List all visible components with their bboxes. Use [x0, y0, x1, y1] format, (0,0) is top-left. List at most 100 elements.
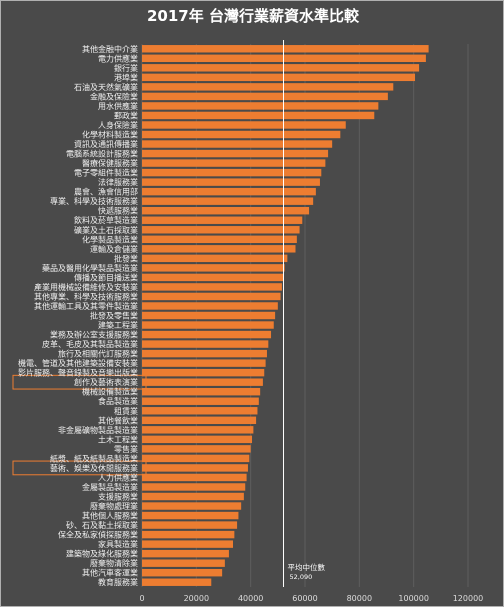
- bar: [142, 83, 394, 91]
- category-label: 其他餐飲業: [98, 415, 138, 425]
- bar: [142, 340, 269, 348]
- bar: [142, 483, 246, 491]
- category-label: 石油及天然氣礦業: [74, 82, 138, 92]
- category-labels: 其他金融中介業電力供應業銀行業港埠業石油及天然氣礦業金融及保險業用水供應業郵政業…: [18, 44, 138, 587]
- bar: [142, 121, 346, 129]
- bar: [142, 426, 254, 434]
- bar: [142, 445, 251, 453]
- category-label: 創作及藝術表演業: [74, 377, 138, 387]
- category-label: 產業用機械設備維修及安裝業: [34, 282, 138, 292]
- category-label: 食品製造業: [98, 396, 138, 406]
- bar: [142, 302, 278, 310]
- highlight-boxes: [12, 374, 147, 476]
- bar: [142, 283, 282, 291]
- bar: [142, 321, 274, 329]
- bar: [142, 397, 259, 405]
- category-label: 金屬製品製造業: [82, 482, 138, 492]
- bar: [142, 92, 388, 101]
- category-label: 法律服務業: [98, 177, 138, 187]
- bar: [142, 559, 225, 567]
- median-value: 52,090: [290, 573, 313, 581]
- x-tick-label: 20000: [184, 594, 209, 603]
- category-label: 傳播及節目播送業: [74, 272, 138, 282]
- category-label: 皮革、毛皮及其製品製造業: [42, 339, 138, 349]
- bar: [142, 245, 296, 253]
- bar: [142, 45, 429, 53]
- category-label: 批發及零售業: [90, 311, 138, 321]
- category-label: 醫療保健服務業: [82, 158, 138, 168]
- bar: [142, 511, 239, 520]
- category-label: 港埠業: [114, 72, 138, 82]
- category-label: 人力供應業: [98, 472, 138, 482]
- bar: [142, 349, 267, 358]
- bar: [142, 359, 266, 367]
- category-label: 資訊及通訊傳播業: [74, 139, 138, 149]
- bar: [142, 273, 284, 282]
- x-tick-label: 0: [139, 594, 144, 603]
- x-tick-label: 80000: [347, 594, 372, 603]
- category-label: 保全及私家偵探服務業: [58, 530, 138, 540]
- category-label: 教育服務業: [98, 577, 138, 587]
- category-label: 金融及保險業: [90, 91, 138, 101]
- bar: [142, 407, 258, 415]
- chart-title: 2017年 台灣行業薪資水準比較: [147, 7, 359, 25]
- x-tick-label: 120000: [453, 594, 484, 603]
- bar: [142, 64, 420, 72]
- category-label: 影片服務、聲音錄製及音樂出版業: [18, 368, 138, 378]
- category-label: 家具製造業: [98, 539, 138, 549]
- bar: [142, 540, 234, 548]
- bar: [142, 492, 244, 501]
- category-label: 支援服務業: [98, 492, 138, 502]
- category-label: 電腦系統設計服務業: [66, 149, 138, 159]
- bar: [142, 216, 303, 224]
- x-tick-labels: 0 20000 40000 60000 80000 100000 120000: [139, 594, 483, 603]
- x-tick-label: 60000: [292, 594, 317, 603]
- category-label: 飲料及菸草製造業: [74, 215, 138, 225]
- category-label: 用水供應業: [98, 101, 138, 111]
- category-label: 建築工程業: [98, 320, 138, 330]
- x-tick-label: 40000: [238, 594, 263, 603]
- bar: [142, 178, 320, 186]
- category-label: 廢棄物清除業: [90, 558, 138, 568]
- category-label: 運輸及倉儲業: [90, 244, 138, 254]
- bar: [142, 197, 314, 205]
- bar: [142, 102, 379, 110]
- bar: [142, 473, 247, 482]
- category-label: 化學材料製造業: [82, 130, 138, 140]
- category-label: 機電、管道及其他建築設備安裝業: [18, 358, 138, 368]
- category-label: 土木工程業: [98, 434, 138, 444]
- category-label: 其他個人服務業: [82, 511, 138, 521]
- bar: [142, 264, 285, 272]
- category-label: 紙漿、紙及紙製品製造業: [50, 453, 138, 463]
- category-label: 專業、科學及技術服務業: [50, 196, 138, 206]
- bar: [142, 530, 235, 539]
- category-label: 快遞服務業: [98, 206, 138, 216]
- category-label: 非金屬礦物製品製造業: [58, 425, 138, 435]
- bar: [142, 140, 333, 148]
- bar: [142, 311, 276, 320]
- bar: [142, 502, 242, 510]
- category-label: 銀行業: [114, 63, 138, 73]
- bar: [142, 330, 272, 339]
- bar: [142, 159, 326, 167]
- bar: [142, 73, 416, 82]
- bar: [142, 254, 288, 263]
- highlight-box: [12, 460, 147, 476]
- median-label: 平均中位數: [288, 562, 326, 572]
- bar: [142, 387, 261, 396]
- category-label: 批發業: [114, 253, 138, 263]
- highlight-box: [12, 374, 147, 390]
- bar: [142, 454, 250, 463]
- category-label: 人身保險業: [98, 120, 138, 130]
- bar: [142, 368, 265, 377]
- category-label: 其他專業、科學及技術服務業: [34, 291, 138, 301]
- bar: [142, 206, 310, 215]
- category-label: 旅行及相關代訂服務業: [58, 349, 138, 359]
- bar: [142, 226, 300, 234]
- bar: [142, 378, 263, 386]
- bar: [142, 187, 316, 196]
- category-label: 廢棄物處理業: [90, 501, 138, 511]
